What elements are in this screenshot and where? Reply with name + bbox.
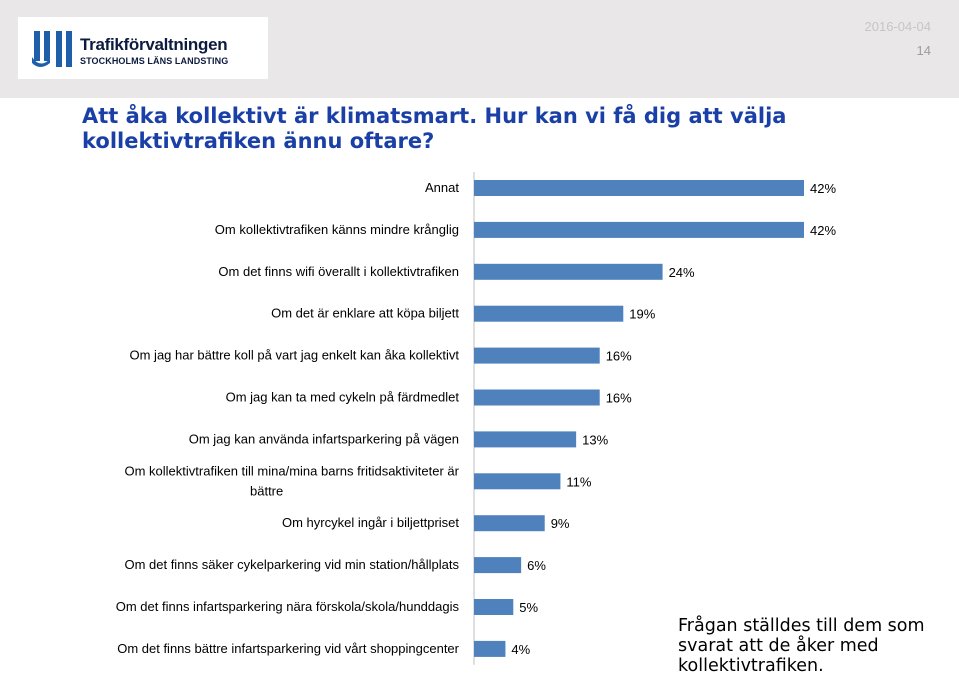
data-label: 4% <box>511 642 530 657</box>
category-label: Om hyrcykel ingår i biljettpriset <box>282 515 459 530</box>
bar <box>474 180 804 196</box>
data-label: 16% <box>606 349 632 364</box>
data-label: 13% <box>582 432 608 447</box>
data-label: 5% <box>519 600 538 615</box>
data-label: 11% <box>566 474 591 489</box>
bar <box>474 640 506 657</box>
category-label: Om det är enklare att köpa biljett <box>271 306 459 321</box>
bar <box>474 431 577 448</box>
slide-title: Att åka kollektivt är klimatsmart. Hur k… <box>82 104 787 153</box>
slide-date: 2016-04-04 <box>864 19 932 34</box>
category-label: Om jag kan använda infartsparkering på v… <box>189 431 459 446</box>
bar <box>474 305 624 322</box>
bar <box>474 389 600 406</box>
category-label: Om det finns wifi överallt i kollektivtr… <box>218 264 459 279</box>
bar <box>474 557 522 574</box>
bar <box>474 473 561 490</box>
logo-mark-icon <box>32 31 72 67</box>
data-label: 9% <box>551 516 570 531</box>
data-label: 42% <box>810 181 836 196</box>
bar <box>474 347 600 364</box>
logo-subtitle: STOCKHOLMS LÄNS LANDSTING <box>80 56 229 66</box>
category-label: Om kollektivtrafiken till mina/mina barn… <box>125 463 460 498</box>
data-label: 42% <box>810 223 836 238</box>
data-label: 16% <box>606 391 632 406</box>
logo-name: Trafikförvaltningen <box>80 35 228 54</box>
bar <box>474 263 663 280</box>
data-label: 6% <box>527 558 546 573</box>
page-number: 14 <box>916 43 931 58</box>
category-label: Om jag kan ta med cykeln på färdmedlet <box>226 390 460 405</box>
category-label: Om det finns bättre infartsparkering vid… <box>117 641 459 656</box>
data-label: 24% <box>669 265 695 280</box>
data-label: 19% <box>629 307 655 322</box>
bar-chart: Annat 42% Om kollektivtrafiken känns mindr… <box>116 172 836 665</box>
logo: Trafikförvaltningen STOCKHOLMS LÄNS LAND… <box>18 17 268 79</box>
category-label: Annat <box>425 180 459 195</box>
bar <box>474 221 804 238</box>
category-label: Om det finns infartsparkering nära försk… <box>116 599 460 614</box>
bar <box>474 599 514 615</box>
bar <box>474 515 545 532</box>
category-label: Om jag har bättre koll på vart jag enkel… <box>130 348 460 363</box>
category-label: Om kollektivtrafiken känns mindre krångl… <box>215 222 459 237</box>
footnote: Frågan ställdes till dem som svarat att … <box>678 616 925 676</box>
category-label: Om det finns säker cykelparkering vid mi… <box>124 557 459 572</box>
